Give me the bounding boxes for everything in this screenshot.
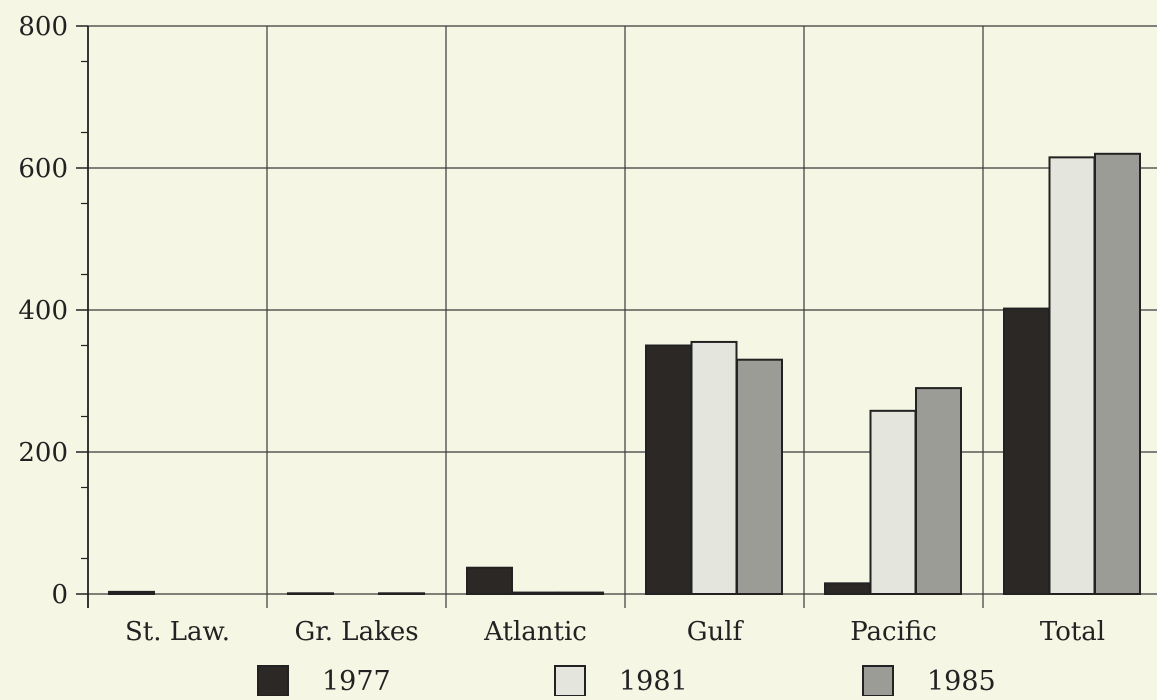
x-tick-label: Total	[1040, 617, 1105, 647]
bar-1985-gulf	[736, 358, 783, 596]
y-tick-label: 600	[18, 154, 68, 184]
y-tick-label: 0	[51, 580, 68, 610]
legend-item-1985: 1985	[862, 665, 996, 697]
legend: 1977 1981 1985	[257, 665, 996, 697]
legend-label: 1985	[927, 666, 996, 696]
bar-1981-atlantic	[511, 591, 559, 596]
y-tick-label: 800	[18, 12, 68, 42]
y-axis: 0 200 400 600 800	[18, 12, 89, 610]
legend-label: 1981	[619, 666, 688, 696]
bar-1977-st-law-	[108, 590, 155, 595]
bar-1985-gr-lakes	[378, 592, 425, 595]
bar-1981-pacific	[869, 409, 917, 595]
bar-1985-atlantic	[557, 591, 604, 596]
legend-item-1977: 1977	[257, 665, 391, 697]
legend-label: 1977	[322, 666, 391, 696]
x-tick-label: St. Law.	[125, 617, 230, 647]
grid	[88, 25, 1157, 608]
bar-1977-gr-lakes	[287, 592, 334, 595]
x-tick-label: Gulf	[687, 617, 745, 647]
legend-item-1981: 1981	[554, 665, 688, 697]
x-axis: St. Law. Gr. Lakes Atlantic Gulf Pacific Tota…	[125, 617, 1105, 647]
bar-1981-total	[1048, 156, 1096, 595]
bar-1985-total	[1094, 152, 1141, 596]
legend-swatch	[862, 665, 894, 697]
y-tick-label: 200	[18, 438, 68, 468]
legend-swatch	[257, 665, 289, 697]
y-tick-label: 400	[18, 296, 68, 326]
x-tick-label: Pacific	[850, 617, 937, 647]
legend-swatch	[554, 665, 586, 697]
bar-1977-gulf	[645, 344, 692, 595]
bar-1985-pacific	[915, 387, 962, 595]
x-tick-label: Gr. Lakes	[294, 617, 418, 647]
bar-1981-gulf	[690, 340, 738, 596]
x-tick-label: Atlantic	[483, 617, 587, 647]
bar-1977-atlantic	[466, 566, 513, 595]
bars	[108, 152, 1141, 596]
bar-1977-total	[1003, 307, 1050, 595]
bar-1977-pacific	[824, 582, 871, 595]
